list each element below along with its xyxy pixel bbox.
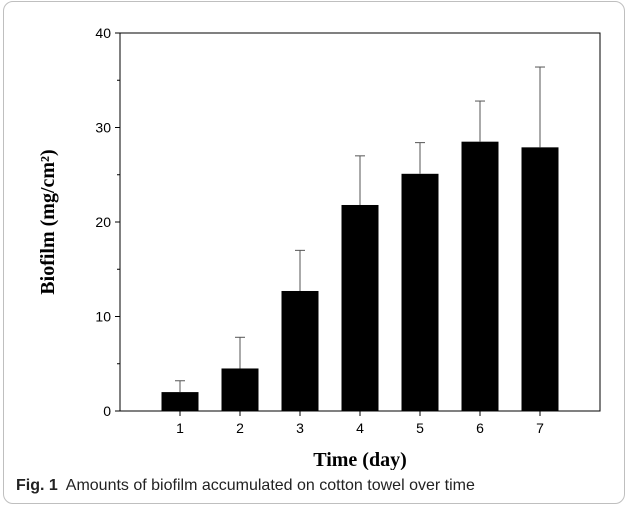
bars-layer xyxy=(161,66,559,412)
bar-1 xyxy=(161,392,199,411)
x-tick-label-7: 7 xyxy=(536,420,544,436)
x-tick-label-6: 6 xyxy=(476,420,484,436)
caption-text: Amounts of biofilm accumulated on cotton… xyxy=(65,477,475,494)
x-tick-label-5: 5 xyxy=(416,420,424,436)
caption-label: Fig. 1 xyxy=(16,477,58,494)
y-tick-label-20: 20 xyxy=(95,214,111,230)
x-tick-label-1: 1 xyxy=(176,420,184,436)
bar-6 xyxy=(461,141,499,412)
x-tick-label-3: 3 xyxy=(296,420,304,436)
bar-5 xyxy=(401,173,439,411)
x-axis-title: Time (day) xyxy=(313,449,407,470)
figure-frame xyxy=(3,1,625,504)
y-tick-label-10: 10 xyxy=(95,309,111,325)
y-tick-label-40: 40 xyxy=(95,25,111,41)
x-tick-label-2: 2 xyxy=(236,420,244,436)
x-tick-label-4: 4 xyxy=(356,420,364,436)
figure-caption: Fig. 1 Amounts of biofilm accumulated on … xyxy=(16,477,616,495)
y-tick-label-30: 30 xyxy=(95,120,111,136)
bar-2 xyxy=(221,368,259,411)
bar-3 xyxy=(281,290,319,411)
bar-4 xyxy=(341,204,379,411)
y-axis-title: Biofilm (mg/cm²) xyxy=(37,149,59,294)
ticks-layer: 1 2 3 4 5 6 7 0 10 20 30 40 xyxy=(95,25,544,436)
bar-chart: 1 2 3 4 5 6 7 0 10 20 30 40 Time (day) Biofilm (mg/… xyxy=(37,25,601,470)
bar-7 xyxy=(521,147,559,411)
y-tick-label-0: 0 xyxy=(103,403,111,419)
